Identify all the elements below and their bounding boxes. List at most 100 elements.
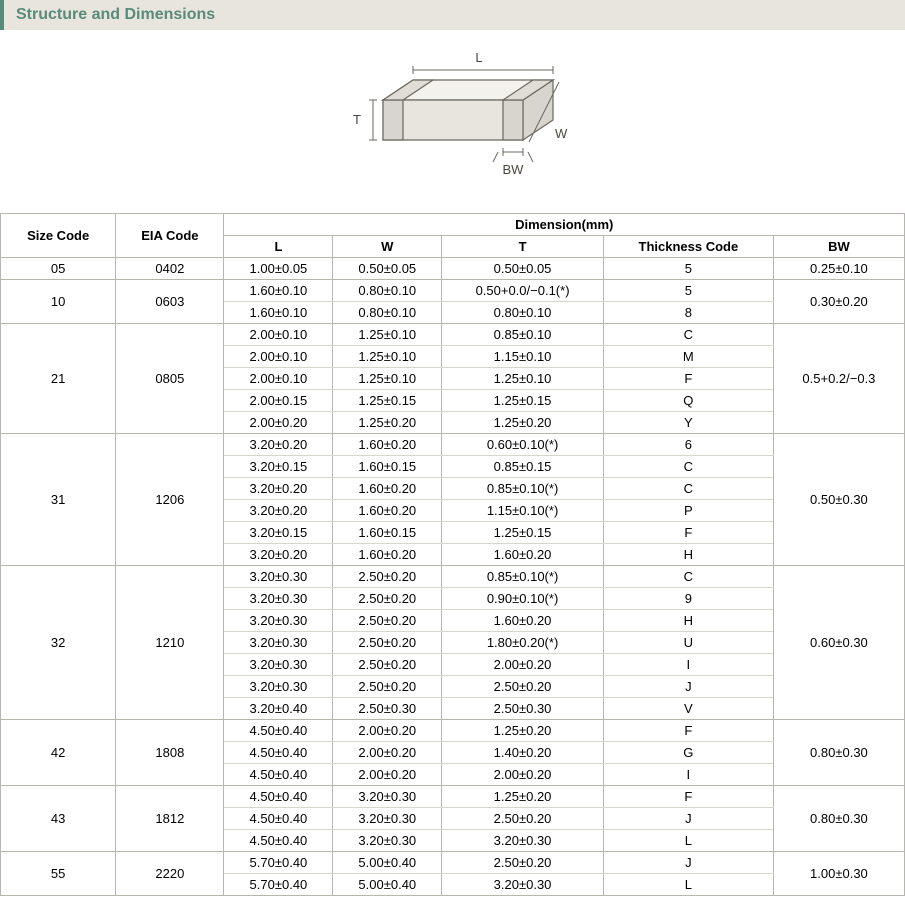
cell-l: 3.20±0.20	[224, 544, 333, 566]
cell-eia-code: 2220	[116, 852, 224, 896]
cell-t: 2.50±0.20	[442, 808, 604, 830]
col-t: T	[442, 236, 604, 258]
cell-t: 0.90±0.10(*)	[442, 588, 604, 610]
cell-tc: F	[603, 720, 773, 742]
cell-l: 2.00±0.10	[224, 368, 333, 390]
table-row: 3112063.20±0.201.60±0.200.60±0.10(*)60.5…	[1, 434, 905, 456]
diagram-label-w: W	[555, 126, 568, 141]
cell-l: 4.50±0.40	[224, 808, 333, 830]
cell-tc: C	[603, 324, 773, 346]
diagram-label-bw: BW	[502, 162, 524, 177]
table-row: 0504021.00±0.050.50±0.050.50±0.0550.25±0…	[1, 258, 905, 280]
cell-w: 1.25±0.20	[333, 412, 442, 434]
cell-tc: C	[603, 566, 773, 588]
cell-size-code: 05	[1, 258, 116, 280]
cell-l: 4.50±0.40	[224, 764, 333, 786]
cell-t: 0.50±0.05	[442, 258, 604, 280]
cell-tc: 6	[603, 434, 773, 456]
cell-l: 4.50±0.40	[224, 742, 333, 764]
cell-t: 2.50±0.20	[442, 676, 604, 698]
cell-w: 1.25±0.10	[333, 346, 442, 368]
cell-l: 3.20±0.20	[224, 478, 333, 500]
cell-tc: P	[603, 500, 773, 522]
col-thickness-code: Thickness Code	[603, 236, 773, 258]
table-row: 5522205.70±0.405.00±0.402.50±0.20J1.00±0…	[1, 852, 905, 874]
cell-l: 3.20±0.40	[224, 698, 333, 720]
cell-tc: 9	[603, 588, 773, 610]
cell-t: 0.50+0.0/−0.1(*)	[442, 280, 604, 302]
cell-eia-code: 1808	[116, 720, 224, 786]
cell-eia-code: 0402	[116, 258, 224, 280]
cell-w: 1.25±0.15	[333, 390, 442, 412]
cell-t: 0.85±0.10	[442, 324, 604, 346]
cell-l: 2.00±0.20	[224, 412, 333, 434]
cell-tc: Y	[603, 412, 773, 434]
cell-eia-code: 1206	[116, 434, 224, 566]
cell-w: 2.00±0.20	[333, 720, 442, 742]
cell-size-code: 21	[1, 324, 116, 434]
cell-w: 2.50±0.20	[333, 654, 442, 676]
col-bw: BW	[773, 236, 904, 258]
cell-t: 1.40±0.20	[442, 742, 604, 764]
cell-tc: 5	[603, 258, 773, 280]
cell-bw: 0.30±0.20	[773, 280, 904, 324]
table-header-row-1: Size Code EIA Code Dimension(mm)	[1, 214, 905, 236]
cell-l: 2.00±0.10	[224, 346, 333, 368]
cell-eia-code: 1812	[116, 786, 224, 852]
cell-tc: I	[603, 654, 773, 676]
cell-l: 2.00±0.15	[224, 390, 333, 412]
cell-tc: L	[603, 874, 773, 896]
cell-tc: 8	[603, 302, 773, 324]
cell-tc: H	[603, 610, 773, 632]
cell-w: 2.50±0.20	[333, 588, 442, 610]
cell-l: 3.20±0.30	[224, 566, 333, 588]
cell-tc: I	[603, 764, 773, 786]
cell-t: 2.00±0.20	[442, 764, 604, 786]
cell-tc: F	[603, 368, 773, 390]
cell-w: 1.60±0.15	[333, 522, 442, 544]
cell-t: 0.80±0.10	[442, 302, 604, 324]
cell-tc: J	[603, 808, 773, 830]
table-row: 3212103.20±0.302.50±0.200.85±0.10(*)C0.6…	[1, 566, 905, 588]
cell-eia-code: 1210	[116, 566, 224, 720]
cell-eia-code: 0805	[116, 324, 224, 434]
cell-bw: 0.25±0.10	[773, 258, 904, 280]
cell-w: 0.50±0.05	[333, 258, 442, 280]
cell-t: 1.60±0.20	[442, 610, 604, 632]
cell-t: 3.20±0.30	[442, 830, 604, 852]
cell-t: 1.15±0.10	[442, 346, 604, 368]
cell-w: 2.50±0.20	[333, 610, 442, 632]
cell-l: 5.70±0.40	[224, 874, 333, 896]
cell-w: 1.60±0.20	[333, 478, 442, 500]
cell-l: 3.20±0.15	[224, 456, 333, 478]
cell-w: 3.20±0.30	[333, 786, 442, 808]
cell-l: 3.20±0.30	[224, 610, 333, 632]
dimensions-table: Size Code EIA Code Dimension(mm) L W T T…	[0, 213, 905, 896]
section-title: Structure and Dimensions	[0, 0, 905, 30]
cell-bw: 0.80±0.30	[773, 786, 904, 852]
cell-t: 2.00±0.20	[442, 654, 604, 676]
cell-tc: L	[603, 830, 773, 852]
cell-tc: C	[603, 478, 773, 500]
cell-l: 4.50±0.40	[224, 830, 333, 852]
cell-t: 0.85±0.15	[442, 456, 604, 478]
cell-w: 3.20±0.30	[333, 830, 442, 852]
cell-w: 2.50±0.20	[333, 566, 442, 588]
cell-tc: V	[603, 698, 773, 720]
chip-diagram-svg: L W T BW	[323, 40, 583, 190]
cell-size-code: 42	[1, 720, 116, 786]
cell-bw: 1.00±0.30	[773, 852, 904, 896]
diagram-label-t: T	[353, 112, 361, 127]
cell-t: 1.25±0.15	[442, 390, 604, 412]
cell-tc: G	[603, 742, 773, 764]
cell-l: 1.00±0.05	[224, 258, 333, 280]
col-l: L	[224, 236, 333, 258]
cell-l: 1.60±0.10	[224, 302, 333, 324]
cell-l: 3.20±0.30	[224, 654, 333, 676]
col-w: W	[333, 236, 442, 258]
cell-w: 1.60±0.20	[333, 500, 442, 522]
cell-w: 1.25±0.10	[333, 368, 442, 390]
cell-bw: 0.5+0.2/−0.3	[773, 324, 904, 434]
cell-size-code: 10	[1, 280, 116, 324]
cell-w: 2.00±0.20	[333, 764, 442, 786]
